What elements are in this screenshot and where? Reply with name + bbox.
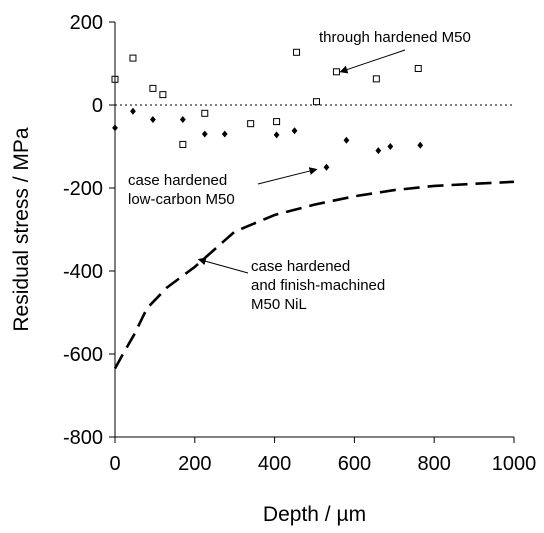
annotation-text: through hardened M50: [319, 29, 471, 46]
point-case-hardened: [343, 136, 350, 144]
point-case-hardened: [323, 163, 330, 171]
plot-area: [111, 48, 515, 370]
y-tick-label: -400: [63, 261, 103, 283]
point-case-hardened: [375, 147, 382, 155]
y-tick-label: 0: [92, 95, 103, 117]
point-through-hardened: [159, 91, 167, 99]
point-through-hardened: [179, 140, 187, 148]
annotation-text: M50 NiL: [251, 296, 307, 313]
y-tick-label: -200: [63, 178, 103, 200]
point-through-hardened: [273, 118, 281, 126]
point-case-hardened: [201, 130, 208, 138]
series-line-nil: [113, 180, 515, 370]
point-through-hardened: [201, 109, 209, 117]
point-through-hardened: [372, 75, 380, 83]
point-case-hardened: [130, 107, 136, 115]
x-tick-label: 800: [418, 453, 451, 475]
y-axis-title: Residual stress / MPa: [10, 127, 33, 332]
y-tick-label: -600: [63, 344, 103, 366]
point-case-hardened: [291, 127, 298, 135]
x-axis-title: Depth / µm: [263, 503, 366, 526]
point-case-hardened: [273, 131, 280, 139]
point-case-hardened: [179, 116, 186, 123]
point-through-hardened: [129, 54, 137, 62]
point-through-hardened: [293, 48, 301, 56]
point-through-hardened: [312, 98, 320, 106]
annotation-arrow: [257, 167, 318, 185]
annotation-text: low-carbon M50: [128, 191, 235, 208]
annotation-arrow: [339, 49, 406, 74]
annotation-text: and finish-machined: [251, 277, 385, 294]
y-tick-label: 200: [70, 12, 103, 34]
point-through-hardened: [414, 64, 422, 72]
axes: -800 -600 -400 -200 0 200 0 200 400 600 800 1000 Dep…: [10, 12, 536, 526]
y-tick-label: -800: [63, 427, 103, 449]
annotations: through hardened M50 case hardened low-car…: [128, 29, 471, 313]
x-tick-label: 200: [178, 453, 211, 475]
annotation-text: case hardened: [128, 172, 227, 189]
x-tick-label: 0: [109, 453, 120, 475]
point-through-hardened: [149, 84, 157, 92]
point-case-hardened: [150, 116, 156, 123]
point-case-hardened: [417, 141, 424, 149]
annotation-text: case hardened: [251, 258, 350, 275]
x-tick-label: 600: [338, 453, 371, 475]
annotation-arrow: [197, 257, 249, 274]
x-tick-label: 400: [258, 453, 291, 475]
point-through-hardened: [247, 120, 255, 128]
point-case-hardened: [387, 143, 394, 150]
x-tick-label: 1000: [492, 453, 537, 475]
point-through-hardened: [332, 68, 340, 76]
point-case-hardened: [221, 130, 228, 138]
